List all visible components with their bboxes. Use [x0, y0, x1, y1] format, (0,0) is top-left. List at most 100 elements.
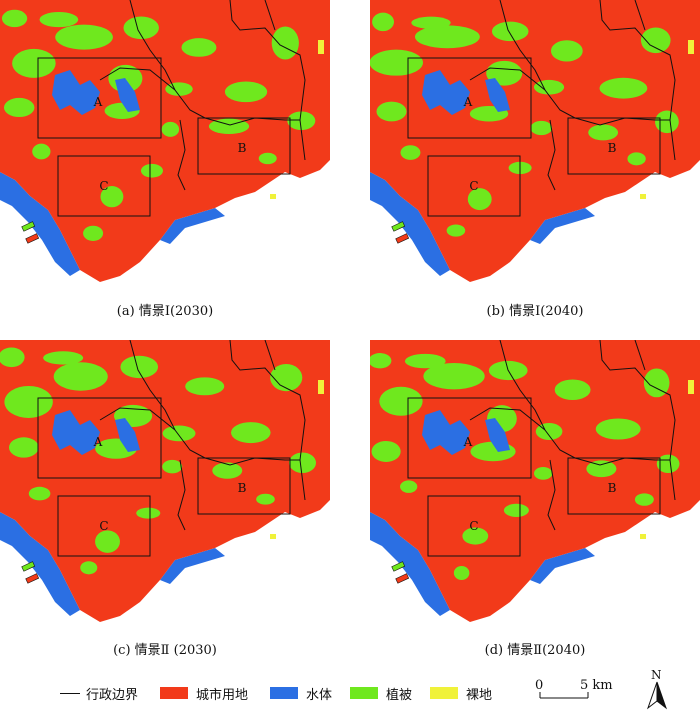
bay-area	[160, 208, 225, 244]
vegetation-patch	[400, 480, 418, 493]
vegetation-patch	[379, 386, 423, 416]
zone-label: B	[608, 141, 617, 155]
vegetation-patch	[100, 186, 124, 208]
admin-boundary	[469, 67, 546, 91]
bare-land-patch	[270, 534, 276, 539]
vegetation-patch	[140, 163, 163, 178]
admin-boundary	[204, 117, 306, 161]
vegetation-patch	[271, 26, 299, 60]
bare-land-patch	[688, 40, 694, 54]
vegetation-patch	[376, 101, 407, 122]
island	[25, 233, 40, 244]
vegetation-patch	[554, 379, 591, 401]
vegetation-patch	[258, 152, 277, 165]
island	[395, 233, 410, 244]
admin-boundary	[599, 0, 676, 121]
vegetation-patch	[634, 493, 654, 506]
vegetation-patch	[224, 81, 268, 103]
vegetation-patch	[181, 38, 217, 57]
vegetation-patch	[404, 353, 446, 369]
vegetation-patch	[256, 493, 275, 505]
admin-boundary	[499, 340, 576, 459]
north-label: N	[651, 668, 662, 682]
admin-boundary	[264, 0, 276, 31]
zone-box-b	[197, 457, 291, 515]
land-use-map: A B C	[0, 340, 330, 630]
urban-area	[0, 0, 330, 282]
sea-area	[0, 512, 80, 616]
vegetation-patch	[453, 565, 470, 581]
zone-box-a	[37, 397, 162, 479]
vegetation-patch	[462, 527, 489, 545]
vegetation-patch	[470, 441, 516, 462]
vegetation-patch	[530, 120, 553, 136]
legend-swatch	[160, 687, 188, 699]
reservoir	[115, 78, 140, 112]
vegetation-patch	[535, 423, 563, 440]
admin-boundary	[99, 67, 176, 91]
vegetation-patch	[550, 40, 583, 62]
island	[391, 221, 406, 232]
zone-box-a	[37, 57, 162, 139]
bare-land-patch	[318, 380, 324, 394]
zone-label: A	[93, 435, 103, 449]
admin-boundary	[177, 459, 186, 531]
vegetation-patch	[80, 561, 98, 575]
zone-label: B	[608, 481, 617, 495]
vegetation-patch	[28, 486, 51, 501]
vegetation-patch	[533, 466, 553, 480]
vegetation-patch	[287, 111, 316, 131]
vegetation-patch	[655, 110, 679, 134]
admin-boundary	[204, 457, 306, 501]
vegetation-patch	[185, 377, 225, 396]
admin-boundary	[634, 0, 646, 31]
vegetation-patch	[370, 49, 423, 76]
land-use-map: A B C	[370, 340, 700, 630]
zone-box-b	[197, 117, 291, 175]
admin-boundary	[129, 340, 206, 459]
admin-boundary	[634, 340, 646, 371]
vegetation-patch	[270, 363, 303, 392]
scale-bar: 0 5 km	[530, 676, 613, 706]
vegetation-patch	[212, 462, 243, 479]
admin-boundary	[547, 459, 556, 531]
admin-boundary	[129, 0, 206, 119]
zone-label: C	[99, 519, 108, 533]
vegetation-patch	[231, 422, 271, 444]
vegetation-patch	[289, 452, 317, 474]
vegetation-patch	[643, 368, 670, 398]
zone-box-a	[407, 397, 532, 479]
vegetation-patch	[9, 437, 39, 458]
admin-boundary	[499, 0, 576, 119]
vegetation-patch	[423, 363, 485, 390]
panel-caption-b: (b) 情景Ⅰ(2040)	[486, 304, 584, 319]
vegetation-patch	[372, 12, 395, 32]
scale-start-label: 0	[535, 678, 544, 693]
legend-label: 植被	[386, 687, 413, 703]
vegetation-patch	[599, 77, 648, 99]
zone-label: C	[99, 179, 108, 193]
reservoir	[422, 70, 470, 115]
boundary-line-sample	[60, 692, 80, 694]
urban-area	[370, 0, 700, 282]
admin-boundary	[229, 0, 306, 121]
land-use-map: A B C	[0, 0, 330, 290]
reservoir	[485, 418, 510, 452]
vegetation-patch	[83, 225, 104, 241]
legend-label: 城市用地	[196, 687, 249, 703]
vegetation-patch	[533, 79, 565, 95]
vegetation-patch	[640, 27, 671, 54]
vegetation-patch	[43, 351, 84, 365]
vegetation-patch	[162, 425, 196, 442]
map-panel-a: A B C	[0, 0, 330, 290]
vegetation-patch	[95, 530, 120, 553]
zone-box-c	[427, 495, 521, 557]
bare-land-patch	[270, 194, 276, 199]
zone-box-c	[427, 155, 521, 217]
bay-area	[530, 208, 595, 244]
island	[21, 561, 36, 572]
bare-land-patch	[640, 534, 646, 539]
vegetation-patch	[595, 418, 641, 440]
sea-area	[370, 512, 450, 616]
vegetation-patch	[161, 121, 180, 137]
